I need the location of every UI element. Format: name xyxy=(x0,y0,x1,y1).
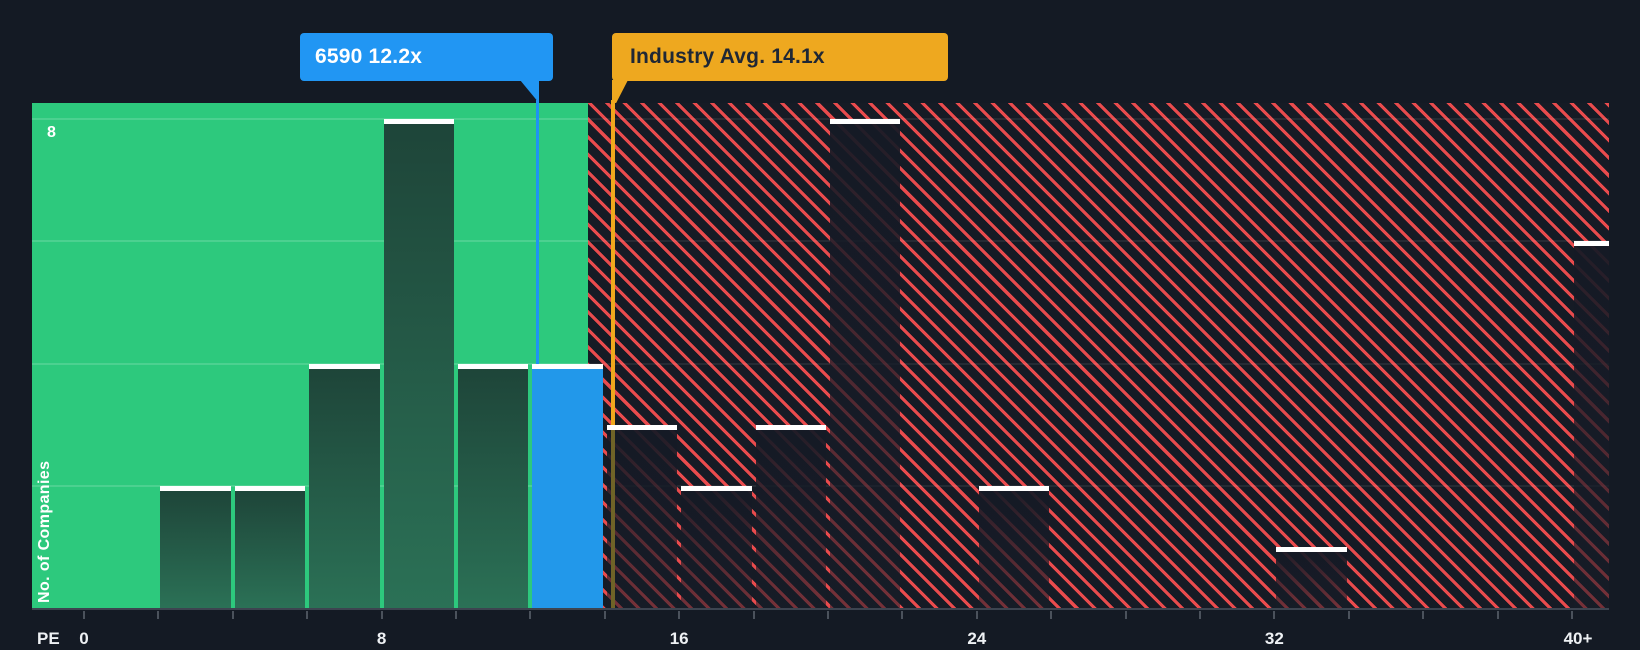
x-axis-tick-38 xyxy=(1496,611,1499,619)
histogram-bar-pe-24-26[interactable] xyxy=(978,485,1050,608)
gridline-6 xyxy=(32,240,588,243)
histogram-bar-pe-32-34[interactable] xyxy=(1276,546,1347,608)
x-axis-tick-0 xyxy=(83,611,85,619)
company-tooltip-label: 6590 12.2x xyxy=(315,45,423,68)
histogram-bar-pe-40-plus[interactable] xyxy=(1574,241,1609,608)
histogram-bar-pe-12-14[interactable] xyxy=(532,363,603,608)
x-axis-tick-label-32: 32 xyxy=(1264,629,1284,648)
pe-axis-label: PE xyxy=(37,629,60,648)
gridline-8 xyxy=(32,118,588,120)
x-axis-tick-2 xyxy=(157,611,160,619)
x-axis-tick-12 xyxy=(529,611,532,619)
x-axis-tick-40 xyxy=(1571,611,1573,619)
x-axis-tick-label-16: 16 xyxy=(669,629,689,648)
x-axis-tick-32 xyxy=(1273,611,1276,619)
industry-avg-line-lower xyxy=(611,430,615,608)
histogram-bar-pe-20-22[interactable] xyxy=(830,119,901,608)
x-axis-tick-24 xyxy=(975,611,978,619)
histogram-bar-pe-16-18[interactable] xyxy=(681,485,752,608)
x-axis-tick-16 xyxy=(678,611,681,619)
histogram-bar-pe-8-10[interactable] xyxy=(383,119,454,608)
x-axis-tick-30 xyxy=(1199,611,1201,619)
y-axis-tick-label: 8 xyxy=(47,124,56,141)
x-axis-tick-20 xyxy=(827,611,829,619)
y-axis-title: No. of Companies xyxy=(36,460,53,603)
x-axis-tick-18 xyxy=(752,611,755,619)
x-axis-tick-label-8: 8 xyxy=(376,629,387,648)
gridline-2 xyxy=(588,484,1609,487)
x-axis-tick-10 xyxy=(455,611,457,619)
x-axis-tick-22 xyxy=(901,611,904,619)
x-axis-tick-label-0: 0 xyxy=(79,629,89,648)
gridline-6 xyxy=(588,240,1609,243)
industry-avg-line xyxy=(611,100,615,425)
histogram-bar-pe-18-20[interactable] xyxy=(755,424,826,608)
x-axis-tick-36 xyxy=(1422,611,1425,619)
histogram-bar-pe-10-12[interactable] xyxy=(458,363,529,608)
histogram-bar-pe-14-16[interactable] xyxy=(606,424,678,608)
histogram-bar-pe-2-4[interactable] xyxy=(160,485,231,608)
x-axis-tick-8 xyxy=(380,611,383,619)
gridline-8 xyxy=(588,118,1609,120)
x-axis-tick-14 xyxy=(603,611,606,619)
x-axis-line xyxy=(32,608,1609,610)
histogram-bar-pe-6-8[interactable] xyxy=(309,363,380,608)
industry-tooltip-pointer xyxy=(612,80,628,103)
industry-avg-tooltip-label: Industry Avg. 14.1x xyxy=(630,45,825,68)
x-axis-tick-28 xyxy=(1124,611,1127,619)
company-marker-line xyxy=(536,100,539,364)
x-axis-tick-26 xyxy=(1050,611,1053,619)
x-axis-tick-4 xyxy=(231,611,234,619)
x-axis-tick-label-24: 24 xyxy=(967,629,987,648)
industry-avg-tooltip[interactable]: Industry Avg. 14.1x xyxy=(612,33,948,81)
company-tooltip-pointer xyxy=(520,80,539,103)
company-tooltip[interactable]: 6590 12.2x xyxy=(300,33,553,81)
x-axis-tick-label-40plus: 40+ xyxy=(1563,629,1593,648)
x-axis-tick-6 xyxy=(306,611,309,619)
histogram-bar-pe-4-6[interactable] xyxy=(234,485,306,608)
x-axis-tick-34 xyxy=(1347,611,1350,619)
gridline-4 xyxy=(588,362,1609,365)
